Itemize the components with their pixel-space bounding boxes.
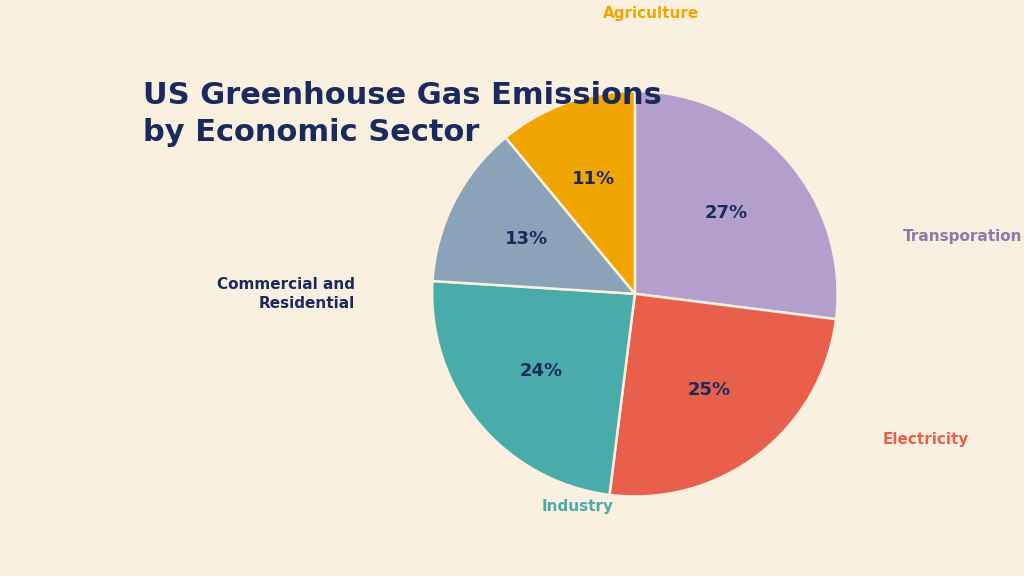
Text: Commercial and
Residential: Commercial and Residential bbox=[217, 277, 355, 310]
Wedge shape bbox=[635, 91, 838, 319]
Text: Transporation: Transporation bbox=[902, 229, 1022, 244]
Text: 27%: 27% bbox=[705, 204, 748, 222]
Text: 25%: 25% bbox=[688, 381, 731, 399]
Wedge shape bbox=[432, 138, 635, 294]
Wedge shape bbox=[506, 91, 635, 294]
Text: US Greenhouse Gas Emissions
by Economic Sector: US Greenhouse Gas Emissions by Economic … bbox=[143, 81, 663, 147]
Text: 13%: 13% bbox=[505, 229, 548, 248]
Text: 24%: 24% bbox=[519, 362, 563, 380]
Text: Electricity: Electricity bbox=[883, 432, 969, 447]
Text: Agriculture: Agriculture bbox=[603, 6, 699, 21]
Wedge shape bbox=[609, 294, 836, 497]
Wedge shape bbox=[432, 281, 635, 495]
Text: 11%: 11% bbox=[572, 170, 615, 188]
Text: Industry: Industry bbox=[542, 499, 614, 514]
